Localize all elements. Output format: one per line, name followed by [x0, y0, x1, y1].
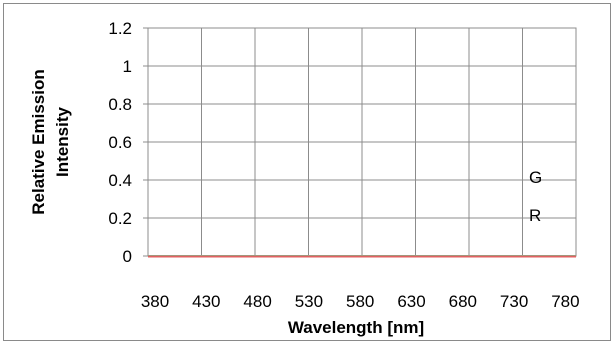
series-layer	[148, 255, 576, 258]
legend-entry-g: G	[529, 168, 542, 187]
x-tick-label: 480	[243, 292, 271, 311]
plot-grid	[143, 27, 577, 257]
x-tick-label: 380	[141, 292, 169, 311]
x-tick-label: 430	[192, 292, 220, 311]
x-tick-label: 680	[449, 292, 477, 311]
legend-entry-r: R	[529, 206, 541, 225]
y-tick-label: 0.6	[108, 133, 132, 152]
x-axis-title: Wavelength [nm]	[288, 318, 424, 337]
y-axis-title-line: Intensity	[53, 107, 72, 177]
y-tick-label: 0.8	[108, 95, 132, 114]
x-tick-label: 580	[346, 292, 374, 311]
y-tick-label: 1	[123, 57, 132, 76]
legend: GR	[529, 168, 542, 225]
x-tick-label: 730	[500, 292, 528, 311]
y-axis-title-line: Relative Emission	[29, 69, 48, 215]
y-tick-label: 0.4	[108, 171, 132, 190]
y-tick-label: 0.2	[108, 209, 132, 228]
y-tick-label: 1.2	[108, 19, 132, 38]
x-tick-label: 630	[397, 292, 425, 311]
x-tick-label: 530	[295, 292, 323, 311]
y-tick-label: 0	[123, 247, 132, 266]
chart-frame	[3, 3, 611, 341]
x-tick-label: 780	[551, 292, 579, 311]
x-tick-labels: 380 430 480 530 580 630 680 730 780	[141, 292, 580, 311]
y-tick-labels: 0 0.2 0.4 0.6 0.8 1 1.2	[108, 19, 132, 266]
y-axis-title: Relative Emission Intensity	[29, 69, 72, 215]
